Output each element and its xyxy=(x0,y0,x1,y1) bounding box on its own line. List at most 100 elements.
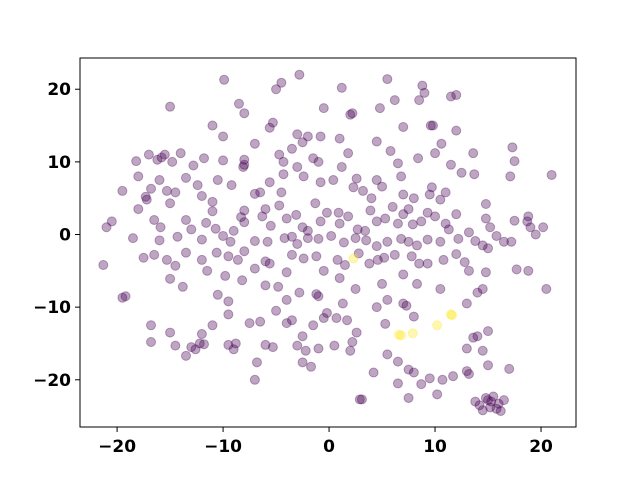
point xyxy=(509,156,520,167)
point xyxy=(483,360,494,371)
point xyxy=(244,318,255,329)
point xyxy=(474,400,485,411)
point xyxy=(470,396,481,407)
y-tick-label: 0 xyxy=(59,226,71,246)
point xyxy=(451,209,462,220)
point xyxy=(146,320,157,331)
point xyxy=(426,182,437,193)
point xyxy=(445,91,456,102)
point xyxy=(223,296,234,307)
point xyxy=(347,337,358,348)
point xyxy=(196,191,207,202)
point xyxy=(262,236,273,247)
point xyxy=(302,225,313,236)
point xyxy=(308,320,319,331)
x-tick-label: −20 xyxy=(98,437,136,457)
point xyxy=(408,311,419,322)
point xyxy=(117,292,128,303)
point xyxy=(408,367,419,378)
point xyxy=(225,236,236,247)
point xyxy=(392,218,403,229)
point xyxy=(451,90,462,101)
point xyxy=(453,233,464,244)
point xyxy=(311,289,322,300)
point xyxy=(424,189,435,200)
point xyxy=(297,357,308,368)
point xyxy=(406,251,417,262)
point xyxy=(274,149,285,160)
point xyxy=(445,159,456,170)
point xyxy=(480,199,491,210)
point xyxy=(377,181,388,192)
point xyxy=(350,233,361,244)
point xyxy=(98,260,109,271)
point xyxy=(192,180,203,191)
point xyxy=(416,216,427,227)
point xyxy=(294,287,305,298)
point xyxy=(249,188,260,199)
point xyxy=(506,236,517,247)
point xyxy=(488,391,499,402)
point xyxy=(463,368,474,379)
point xyxy=(336,161,347,172)
point xyxy=(338,237,349,248)
point xyxy=(302,131,313,142)
point xyxy=(318,265,329,276)
point xyxy=(414,95,425,106)
point xyxy=(212,175,223,186)
point xyxy=(387,201,398,212)
point xyxy=(273,281,284,292)
point xyxy=(199,339,209,350)
point xyxy=(131,156,142,167)
point xyxy=(196,329,207,340)
point xyxy=(298,171,309,182)
point xyxy=(480,213,491,224)
point xyxy=(371,136,382,147)
point xyxy=(396,171,407,182)
point xyxy=(345,345,356,356)
point xyxy=(264,258,275,269)
point xyxy=(310,198,321,209)
point xyxy=(485,222,496,233)
point xyxy=(436,138,447,149)
point xyxy=(294,69,305,80)
point xyxy=(379,252,390,263)
point xyxy=(279,233,290,244)
point xyxy=(220,270,231,281)
point xyxy=(155,222,166,233)
point xyxy=(435,283,446,294)
point xyxy=(432,320,443,331)
point xyxy=(368,367,379,378)
frame xyxy=(79,57,577,428)
point xyxy=(339,260,350,271)
point xyxy=(276,77,287,88)
point xyxy=(382,294,393,305)
point xyxy=(459,257,470,268)
point xyxy=(196,234,207,245)
point xyxy=(190,344,201,355)
point xyxy=(332,254,343,265)
point xyxy=(313,343,324,354)
point xyxy=(264,177,275,188)
point xyxy=(336,82,347,93)
point xyxy=(260,204,271,215)
point xyxy=(407,328,418,339)
point xyxy=(427,120,438,131)
point xyxy=(477,240,488,251)
point xyxy=(412,278,423,289)
point xyxy=(392,356,403,367)
point xyxy=(347,108,358,119)
point xyxy=(483,243,494,254)
point xyxy=(396,233,407,244)
point xyxy=(504,363,515,374)
point xyxy=(223,339,234,350)
point xyxy=(437,374,448,385)
point xyxy=(377,278,388,289)
point xyxy=(337,298,348,309)
point xyxy=(343,211,354,222)
point xyxy=(202,265,213,276)
point xyxy=(470,236,481,247)
point xyxy=(101,222,112,233)
point xyxy=(357,185,368,196)
point xyxy=(255,316,266,327)
